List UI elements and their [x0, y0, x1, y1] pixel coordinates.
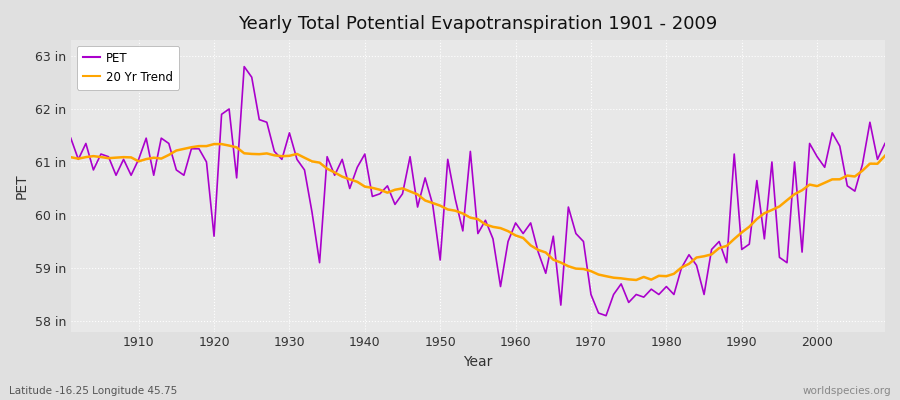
- X-axis label: Year: Year: [464, 355, 492, 369]
- Y-axis label: PET: PET: [15, 173, 29, 199]
- Title: Yearly Total Potential Evapotranspiration 1901 - 2009: Yearly Total Potential Evapotranspiratio…: [238, 15, 717, 33]
- Legend: PET, 20 Yr Trend: PET, 20 Yr Trend: [76, 46, 179, 90]
- Text: worldspecies.org: worldspecies.org: [803, 386, 891, 396]
- Text: Latitude -16.25 Longitude 45.75: Latitude -16.25 Longitude 45.75: [9, 386, 177, 396]
